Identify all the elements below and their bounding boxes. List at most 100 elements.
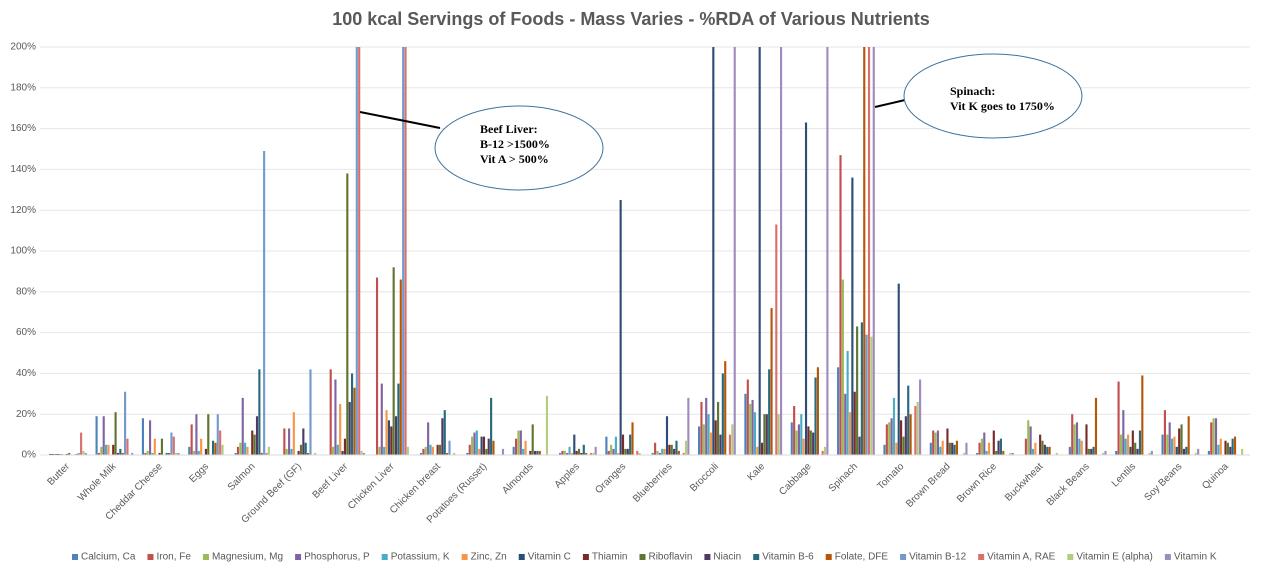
bar <box>285 448 288 455</box>
bar <box>946 428 949 455</box>
bar <box>529 450 532 455</box>
legend-label: Vitamin C <box>528 552 571 563</box>
bar <box>77 452 80 455</box>
bar <box>336 444 339 455</box>
bar <box>65 453 68 455</box>
bar <box>707 414 710 455</box>
bar <box>955 440 959 455</box>
bar <box>1071 414 1074 455</box>
bar <box>1115 450 1118 455</box>
legend-swatch <box>381 554 388 560</box>
bar <box>631 422 634 455</box>
bar <box>948 442 951 455</box>
bar <box>190 424 193 455</box>
bar <box>538 450 541 455</box>
legend-label: Vitamin A, RAE <box>987 552 1056 563</box>
bar <box>177 452 180 455</box>
bar <box>621 434 625 455</box>
bar <box>1041 440 1044 455</box>
bar <box>856 326 859 455</box>
bar <box>909 414 912 455</box>
bar <box>656 450 659 455</box>
bar <box>728 434 732 455</box>
bar <box>490 397 493 455</box>
bar <box>1031 448 1035 455</box>
bar <box>436 444 439 455</box>
bar <box>684 440 688 455</box>
legend-label: Potassium, K <box>391 552 450 563</box>
bar <box>624 448 627 455</box>
bar <box>837 367 840 455</box>
bar <box>471 436 474 455</box>
bar <box>515 438 518 455</box>
bar <box>234 452 237 455</box>
bar <box>580 452 583 455</box>
x-tick-label: Whole Milk <box>76 461 119 504</box>
callout <box>903 53 1083 139</box>
x-tick-label: Blueberries <box>631 461 675 505</box>
bar <box>892 397 896 455</box>
bar <box>1134 442 1137 455</box>
x-tick-label: Soy Beans <box>1142 461 1184 503</box>
legend-label: Calcium, Ca <box>81 552 136 563</box>
bar <box>304 442 307 455</box>
bar <box>724 361 727 455</box>
bar <box>522 448 525 455</box>
bar <box>858 436 861 455</box>
bar <box>929 442 932 455</box>
bar <box>466 452 469 455</box>
bar <box>351 373 354 455</box>
bar <box>404 47 407 455</box>
bar <box>380 383 383 455</box>
bar <box>1011 452 1014 455</box>
bar <box>934 432 937 455</box>
bar <box>307 452 310 455</box>
bar <box>665 416 669 455</box>
bar <box>939 446 942 455</box>
bar <box>1150 450 1153 455</box>
bar <box>897 283 900 455</box>
callout <box>434 105 604 191</box>
bar <box>582 444 585 455</box>
bar <box>682 452 685 455</box>
bar <box>58 453 61 455</box>
bar <box>453 452 456 455</box>
bar <box>492 440 495 455</box>
bar <box>963 452 966 455</box>
bar <box>1080 440 1083 455</box>
bar <box>904 416 907 455</box>
bar <box>314 452 317 455</box>
bar <box>116 452 120 455</box>
bar <box>670 444 673 455</box>
bar <box>297 450 300 455</box>
bar <box>668 444 671 455</box>
bar <box>175 452 178 455</box>
bar <box>712 47 715 455</box>
bar <box>814 377 817 455</box>
bar <box>802 438 805 455</box>
bar <box>705 397 708 455</box>
bar <box>207 414 210 455</box>
bar <box>422 448 425 455</box>
legend-swatch <box>72 554 78 560</box>
bar <box>536 450 539 455</box>
bar <box>1185 446 1188 455</box>
bar <box>172 436 175 455</box>
callout-line <box>874 99 906 108</box>
bar <box>204 448 207 455</box>
bar <box>200 438 203 455</box>
bar <box>1136 448 1139 455</box>
bar <box>545 395 549 455</box>
legend-swatch <box>753 554 760 560</box>
bar <box>419 452 423 455</box>
bar <box>1102 452 1105 455</box>
bar <box>895 442 898 455</box>
bar <box>394 416 398 455</box>
bar <box>1214 418 1218 455</box>
bar <box>339 404 342 455</box>
bar <box>406 446 409 455</box>
bar <box>468 444 471 455</box>
bar <box>797 424 800 455</box>
bar <box>702 424 705 455</box>
bar <box>1170 438 1174 455</box>
